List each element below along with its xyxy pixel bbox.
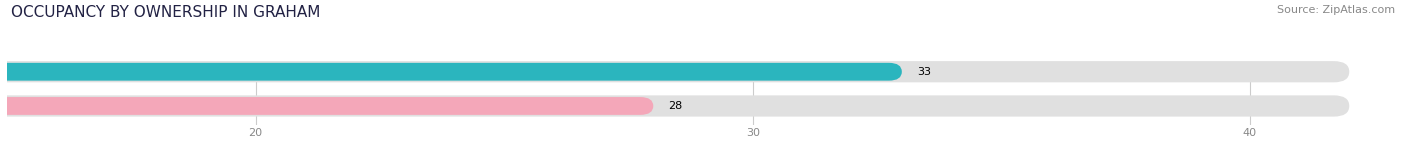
Text: 33: 33 bbox=[917, 67, 931, 77]
FancyBboxPatch shape bbox=[0, 61, 1350, 82]
Text: Source: ZipAtlas.com: Source: ZipAtlas.com bbox=[1277, 5, 1395, 15]
Text: 28: 28 bbox=[668, 101, 682, 111]
FancyBboxPatch shape bbox=[0, 97, 654, 115]
FancyBboxPatch shape bbox=[0, 63, 901, 81]
Text: OCCUPANCY BY OWNERSHIP IN GRAHAM: OCCUPANCY BY OWNERSHIP IN GRAHAM bbox=[11, 5, 321, 20]
FancyBboxPatch shape bbox=[0, 95, 1350, 117]
